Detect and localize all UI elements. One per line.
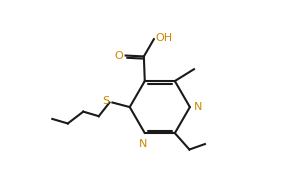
Text: S: S [103,96,110,106]
Text: O: O [115,51,123,60]
Text: OH: OH [155,33,172,43]
Text: N: N [194,102,202,112]
Text: N: N [139,139,147,149]
